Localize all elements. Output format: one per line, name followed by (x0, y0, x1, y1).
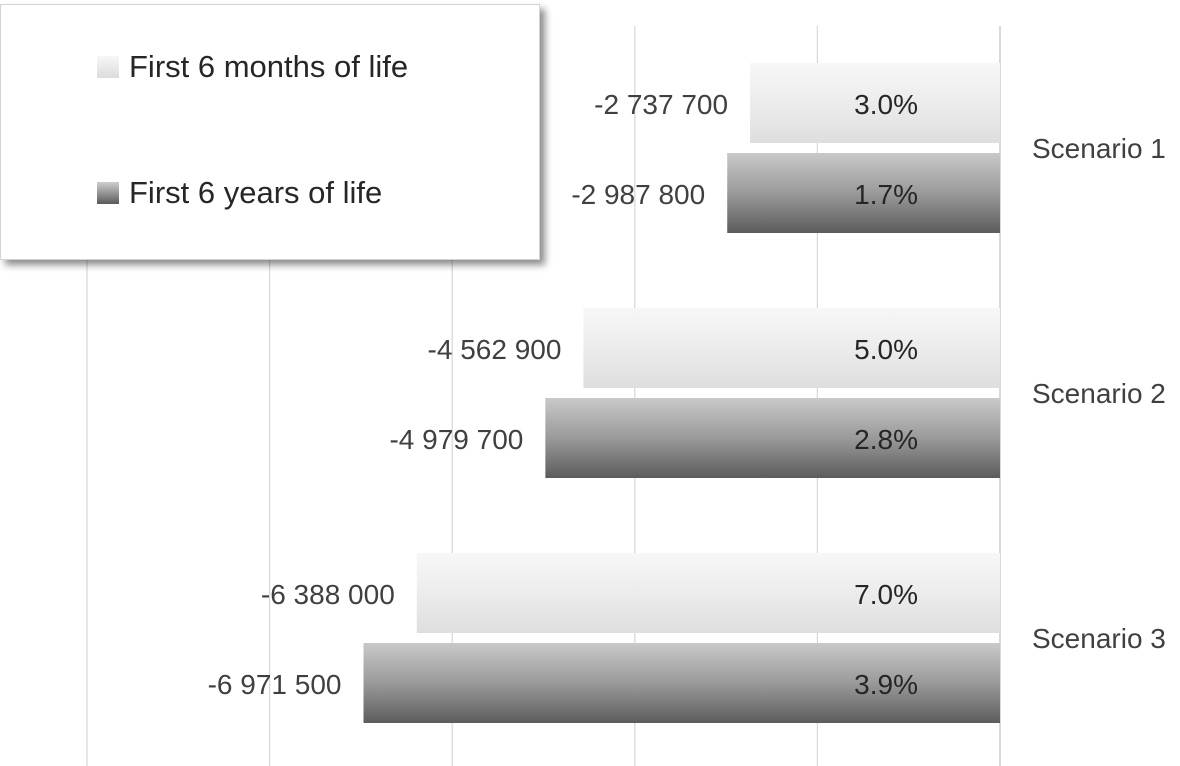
bar-6-months-scenario-3 (416, 553, 1000, 633)
legend-label-6-months: First 6 months of life (129, 49, 409, 84)
value-label: -2 737 700 (594, 89, 728, 120)
legend-label-6-years: First 6 years of life (129, 175, 383, 210)
percent-label: 7.0% (854, 579, 918, 610)
bar-6-years-scenario-2 (545, 398, 1000, 478)
category-label-scenario-1: Scenario 1 (1032, 133, 1166, 164)
value-label: -6 388 000 (261, 579, 395, 610)
percent-label: 3.9% (854, 669, 918, 700)
percent-label: 1.7% (854, 179, 918, 210)
percent-label: 3.0% (854, 89, 918, 120)
data-labels: 3.0% -2 737 700 1.7% -2 987 800 5.0% -4 562 9… (208, 89, 918, 700)
percent-label: 2.8% (854, 424, 918, 455)
legend-item-6-years: First 6 years of life (97, 175, 382, 211)
legend-swatch-6-years (97, 182, 119, 204)
legend: First 6 months of life First 6 years of … (0, 4, 540, 260)
value-label: -2 987 800 (571, 179, 705, 210)
bar-6-years-scenario-3 (363, 643, 1000, 723)
bar-6-months-scenario-1 (750, 63, 1000, 143)
category-label-scenario-3: Scenario 3 (1032, 623, 1166, 654)
category-label-scenario-2: Scenario 2 (1032, 378, 1166, 409)
legend-item-6-months: First 6 months of life (97, 49, 408, 85)
value-label: -4 562 900 (428, 334, 562, 365)
value-label: -6 971 500 (208, 669, 342, 700)
category-axis: Scenario 1 Scenario 2 Scenario 3 (1032, 133, 1166, 654)
bar-6-months-scenario-2 (583, 308, 1000, 388)
value-label: -4 979 700 (389, 424, 523, 455)
bar-6-years-scenario-1 (727, 153, 1000, 233)
bars (363, 63, 1000, 723)
percent-label: 5.0% (854, 334, 918, 365)
legend-swatch-6-months (97, 56, 119, 78)
